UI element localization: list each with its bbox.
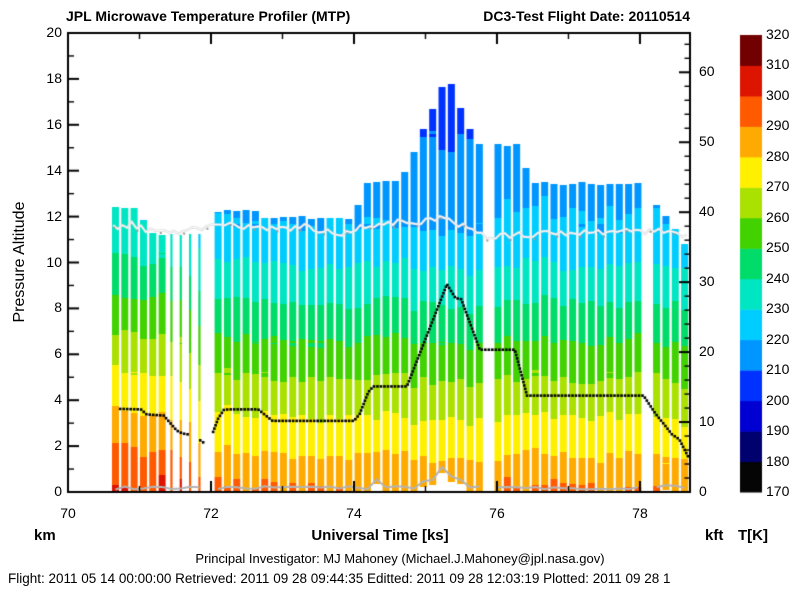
kft-tick-label: 50 xyxy=(699,133,715,150)
x-tick-label: 70 xyxy=(60,505,76,521)
colorbar-tick-label: 200 xyxy=(766,391,790,408)
colorbar-tick-label: 190 xyxy=(766,422,790,439)
kft-tick-label: 10 xyxy=(699,413,715,430)
colorbar-tick-label: 320 xyxy=(766,26,790,42)
colorbar-tick-label: 210 xyxy=(766,361,790,378)
colorbar-tick-label: 310 xyxy=(766,56,790,73)
timestamps-line: Flight: 2011 05 14 00:00:00 Retrieved: 2… xyxy=(8,571,671,586)
principal-investigator-line: Principal Investigator: MJ Mahoney (Mich… xyxy=(195,551,605,566)
colorbar-tick-label: 290 xyxy=(766,117,790,134)
y-tick-label: 16 xyxy=(46,115,62,132)
y-tick-label: 14 xyxy=(46,161,62,178)
y-tick-label: 6 xyxy=(54,345,62,362)
colorbar-title: T[K] xyxy=(738,527,768,544)
colorbar-tick-label: 260 xyxy=(766,208,790,225)
y-tick-label: 10 xyxy=(46,253,62,270)
colorbar-tick-label: 300 xyxy=(766,86,790,103)
y-tick-label: 4 xyxy=(54,391,62,408)
colorbar-tick-label: 270 xyxy=(766,178,790,195)
y-tick-label: 18 xyxy=(46,69,62,86)
kft-tick-label: 20 xyxy=(699,343,715,360)
colorbar-tick-label: 180 xyxy=(766,452,790,469)
kft-tick-label: 40 xyxy=(699,203,715,220)
flight-date-title: DC3-Test Flight Date: 20110514 xyxy=(483,8,690,24)
y-tick-label: 2 xyxy=(54,437,62,454)
x-tick-label: 74 xyxy=(346,505,362,521)
colorbar-tick-label: 250 xyxy=(766,239,790,256)
colorbar-tick-label: 170 xyxy=(766,483,790,499)
y-tick-label: 8 xyxy=(54,299,62,316)
y-tick-label: 0 xyxy=(54,483,62,499)
colorbar-tick-label: 280 xyxy=(766,147,790,164)
kft-unit-label: kft xyxy=(705,527,724,544)
plot-title: JPL Microwave Temperature Profiler (MTP) xyxy=(66,8,351,24)
x-tick-label: 72 xyxy=(203,505,219,521)
kft-tick-label: 60 xyxy=(699,63,715,80)
kft-tick-label: 0 xyxy=(699,483,707,499)
colorbar-tick-label: 220 xyxy=(766,330,790,347)
x-tick-label: 78 xyxy=(632,505,648,521)
colorbar-tick-label: 230 xyxy=(766,300,790,317)
y-tick-label: 20 xyxy=(46,24,62,40)
km-unit-label: km xyxy=(34,527,56,544)
y-tick-label: 12 xyxy=(46,207,62,224)
x-axis-label: Universal Time [ks] xyxy=(311,527,449,544)
kft-tick-label: 30 xyxy=(699,273,715,290)
colorbar-tick-label: 240 xyxy=(766,269,790,286)
x-tick-label: 76 xyxy=(489,505,505,521)
